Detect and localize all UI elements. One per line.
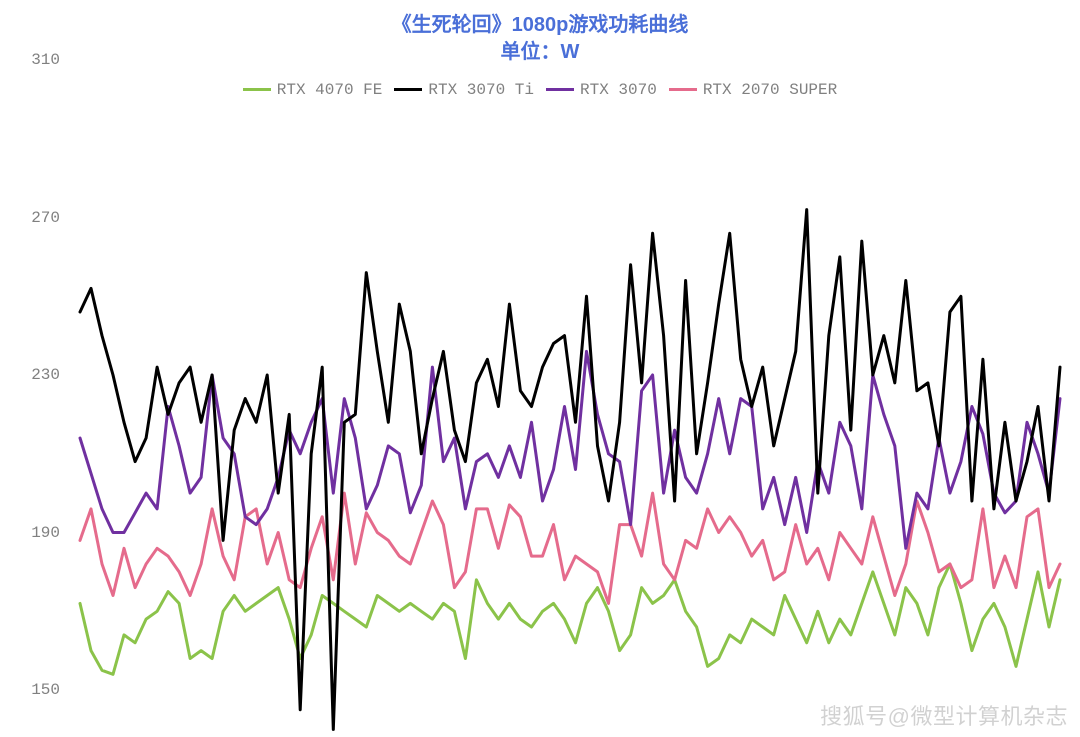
y-tick-150: 150 xyxy=(31,681,60,699)
y-tick-190: 190 xyxy=(31,524,60,542)
watermark-text: 搜狐号@微型计算机杂志 xyxy=(820,699,1068,731)
series-line-rtx3070ti xyxy=(80,210,1060,730)
chart-lines-svg xyxy=(80,60,1060,690)
chart-plot-area: 150190230270310 xyxy=(80,60,1060,690)
y-tick-230: 230 xyxy=(31,366,60,384)
y-tick-310: 310 xyxy=(31,51,60,69)
chart-title-line1: 《生死轮回》1080p游戏功耗曲线 xyxy=(0,12,1080,39)
chart-title: 《生死轮回》1080p游戏功耗曲线 单位：W xyxy=(0,12,1080,66)
series-line-rtx4070fe xyxy=(80,564,1060,674)
y-tick-270: 270 xyxy=(31,209,60,227)
